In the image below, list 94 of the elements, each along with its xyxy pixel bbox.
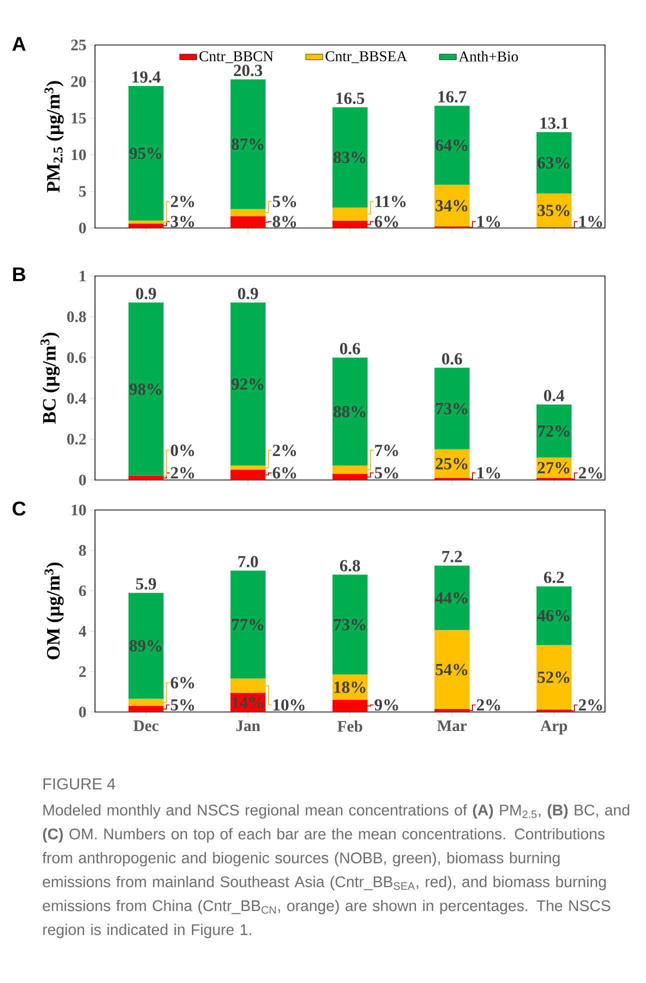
- annotation: 1%: [478, 467, 500, 479]
- legend-label: Anth+Bio: [458, 51, 518, 62]
- annotation: 6%: [272, 467, 296, 479]
- total-label: 0.4: [544, 390, 564, 402]
- y-tick-label: 20: [71, 76, 86, 87]
- y-tick-label: 0: [79, 474, 86, 486]
- annotation: 5%: [374, 467, 398, 479]
- y-tick-label: 1: [80, 270, 86, 282]
- total-label: 20.3: [234, 64, 262, 76]
- y-axis-title: OM (µg/m$^{3}$): [44, 562, 64, 660]
- annotation: 7%: [375, 444, 398, 456]
- annotation: 83%: [334, 152, 366, 164]
- annotation: 2%: [578, 699, 602, 711]
- x-tick-label: Mar: [437, 720, 467, 732]
- total-label: 6.2: [544, 572, 564, 584]
- annotation: 5%: [272, 196, 296, 208]
- total-label: 0.6: [442, 353, 462, 365]
- annotation: 0%: [170, 444, 194, 456]
- caption: FIGURE 4: [44, 778, 116, 790]
- y-tick-label: 0: [79, 706, 86, 718]
- annotation: 2%: [170, 196, 194, 208]
- y-tick-label: 15: [72, 112, 86, 124]
- y-tick-label: 0.8: [67, 311, 86, 322]
- annotation: 88%: [334, 406, 366, 418]
- annotation: 89%: [130, 640, 162, 652]
- y-tick-label: 0.2: [67, 434, 86, 445]
- total-label: 16.5: [336, 92, 364, 104]
- annotation: 2%: [476, 699, 500, 711]
- legend-label: Cntr_BBCN: [199, 51, 274, 64]
- y-tick-label: 6: [79, 585, 86, 596]
- annotation: 34%: [436, 200, 468, 212]
- y-tick-label: 4: [78, 626, 86, 636]
- annotation: 25%: [436, 458, 468, 470]
- annotation: 46%: [537, 610, 570, 622]
- text: Modeled monthly and NSCS regional mean concentrations of (A) PM$_{2.5}$, (B) BC, and (C) OM. Numbers on top of each bar are the mean concentrations. Contributions from anthropogenic and biogenic sources (NOBB, green), biomass burning emissions from mainland Southeast Asia (Cntr_BB$_{SEA}$, red), and biomass burning emissions from China (Cntr_BB$_{CN}$, orange) are shown in percentages. The NSCS region is indicated in Figure 1.: [42, 804, 630, 938]
- annotation: 6%: [374, 216, 398, 228]
- annotation: 3%: [170, 216, 194, 228]
- x-tick-label: Feb: [337, 720, 362, 732]
- total-label: 0.9: [238, 288, 258, 300]
- annotation: 9%: [374, 699, 398, 711]
- total-label: 7.0: [238, 556, 258, 568]
- x-tick-label: Dec: [133, 720, 158, 732]
- x-tick-label: Arp: [540, 720, 568, 734]
- annotation: 44%: [435, 592, 468, 604]
- annotation: 87%: [232, 138, 264, 150]
- chart-title: C: [12, 502, 26, 516]
- annotation: 73%: [334, 618, 366, 630]
- annotation: 2%: [272, 444, 296, 456]
- y-tick-label: 10: [72, 149, 86, 160]
- annotation: 98%: [130, 383, 162, 395]
- annotation: 52%: [538, 672, 570, 684]
- chart-title: A: [12, 37, 26, 51]
- y-tick-label: 10: [72, 504, 86, 516]
- annotation: 2%: [578, 467, 602, 479]
- y-tick-label: 0: [79, 222, 86, 234]
- annotation: 77%: [232, 618, 264, 630]
- annotation: 10%: [274, 699, 304, 711]
- annotation: 72%: [538, 425, 570, 437]
- annotation: 54%: [436, 664, 468, 676]
- annotation: 14%: [232, 696, 264, 708]
- total-label: 0.6: [340, 342, 360, 354]
- annotation: 6%: [170, 676, 194, 688]
- annotation: 35%: [538, 204, 570, 216]
- annotation: 1%: [580, 216, 602, 228]
- annotation: 63%: [538, 157, 570, 169]
- chart-title: B: [13, 267, 26, 282]
- annotation: 18%: [334, 682, 366, 693]
- total-label: 5.9: [136, 578, 156, 590]
- legend-label: Cntr_BBSEA: [326, 51, 408, 64]
- annotation: 27%: [538, 462, 570, 474]
- total-label: 0.9: [136, 288, 156, 300]
- y-axis-title: PM$_{2.5}$ (µg/m$^{3}$): [44, 81, 64, 192]
- annotation: 2%: [170, 467, 194, 479]
- total-label: 13.1: [540, 117, 568, 129]
- total-label: 19.4: [132, 71, 161, 83]
- y-axis-title: BC (µg/m$^{3}$): [40, 332, 60, 424]
- total-label: 16.7: [438, 91, 466, 103]
- annotation: 92%: [232, 378, 264, 390]
- annotation: 8%: [272, 216, 296, 228]
- y-tick-label: 8: [79, 545, 86, 556]
- total-label: 6.8: [340, 560, 360, 572]
- y-tick-label: 0.6: [67, 352, 86, 364]
- annotation: 73%: [436, 402, 468, 414]
- y-tick-label: 0.4: [67, 393, 86, 404]
- x-tick-label: Jan: [236, 720, 260, 732]
- y-tick-label: 5: [79, 186, 86, 197]
- total-label: 7.2: [442, 550, 462, 562]
- annotation: 64%: [436, 140, 468, 152]
- annotation: 5%: [170, 699, 194, 711]
- annotation: 11%: [376, 196, 406, 208]
- annotation: 1%: [478, 216, 500, 228]
- y-tick-label: 25: [71, 40, 86, 50]
- annotation: 95%: [130, 148, 162, 160]
- y-tick-label: 2: [79, 666, 86, 677]
